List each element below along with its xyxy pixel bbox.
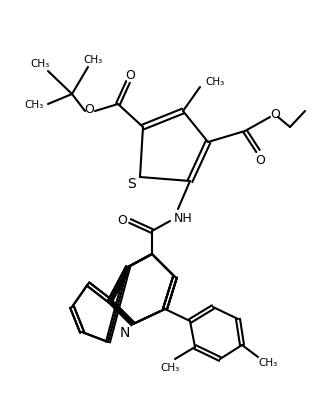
Text: N: N: [120, 325, 130, 339]
Text: O: O: [125, 68, 135, 81]
Text: O: O: [270, 107, 280, 120]
Text: O: O: [255, 153, 265, 166]
Text: S: S: [128, 177, 136, 190]
Text: CH₃: CH₃: [30, 59, 50, 69]
Text: CH₃: CH₃: [258, 357, 278, 367]
Text: CH₃: CH₃: [160, 362, 180, 372]
Text: NH: NH: [174, 211, 192, 224]
Text: CH₃: CH₃: [24, 100, 44, 110]
Text: O: O: [117, 213, 127, 226]
Text: O: O: [84, 102, 94, 115]
Text: CH₃: CH₃: [205, 77, 224, 87]
Text: CH₃: CH₃: [84, 55, 103, 65]
